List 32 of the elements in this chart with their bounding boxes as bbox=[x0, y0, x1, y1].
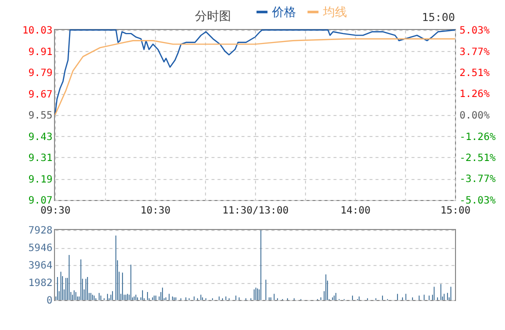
y-tick-label: 3964 bbox=[28, 260, 52, 272]
y-tick-label: 7928 bbox=[28, 226, 52, 236]
y-tick-label: 9.07 bbox=[28, 196, 52, 206]
y-tick-label: 0 bbox=[46, 296, 52, 306]
y-tick-label: 1982 bbox=[28, 278, 52, 289]
legend-label: 价格 bbox=[271, 5, 296, 19]
y-tick-label: 9.31 bbox=[28, 153, 52, 164]
x-tick-label: 14:00 bbox=[340, 206, 371, 216]
y-tick-label: 9.67 bbox=[28, 89, 52, 100]
text: 15:00 bbox=[422, 11, 455, 24]
x-tick-label: 09:30 bbox=[40, 206, 71, 216]
legend-label: 均线 bbox=[322, 5, 347, 19]
text: 1.26% bbox=[460, 89, 490, 100]
y-tick-label: 9.19 bbox=[28, 174, 52, 186]
text: 0.00% bbox=[460, 110, 490, 122]
y-tick-label: 9.55 bbox=[28, 110, 52, 122]
y-tick-label: 5946 bbox=[28, 243, 52, 254]
x-tick-label: 11:30/13:00 bbox=[222, 206, 289, 216]
y-tick-label: 9.43 bbox=[28, 132, 52, 143]
text: -2.51% bbox=[460, 152, 496, 164]
x-tick-label: 10:30 bbox=[140, 206, 171, 216]
text: 3.77% bbox=[460, 46, 490, 58]
text: -1.26% bbox=[460, 132, 496, 143]
y-tick-label: 10.03 bbox=[22, 26, 52, 36]
x-tick-label: 15:00 bbox=[440, 206, 471, 216]
text: -5.03% bbox=[460, 196, 496, 206]
text: 5.03% bbox=[460, 26, 490, 36]
text: 2.51% bbox=[460, 68, 490, 80]
y-tick-label: 9.91 bbox=[28, 46, 52, 58]
y-tick-label: 9.79 bbox=[28, 68, 52, 79]
chart-title: 分时图 bbox=[195, 9, 231, 23]
text: -3.77% bbox=[460, 174, 496, 186]
